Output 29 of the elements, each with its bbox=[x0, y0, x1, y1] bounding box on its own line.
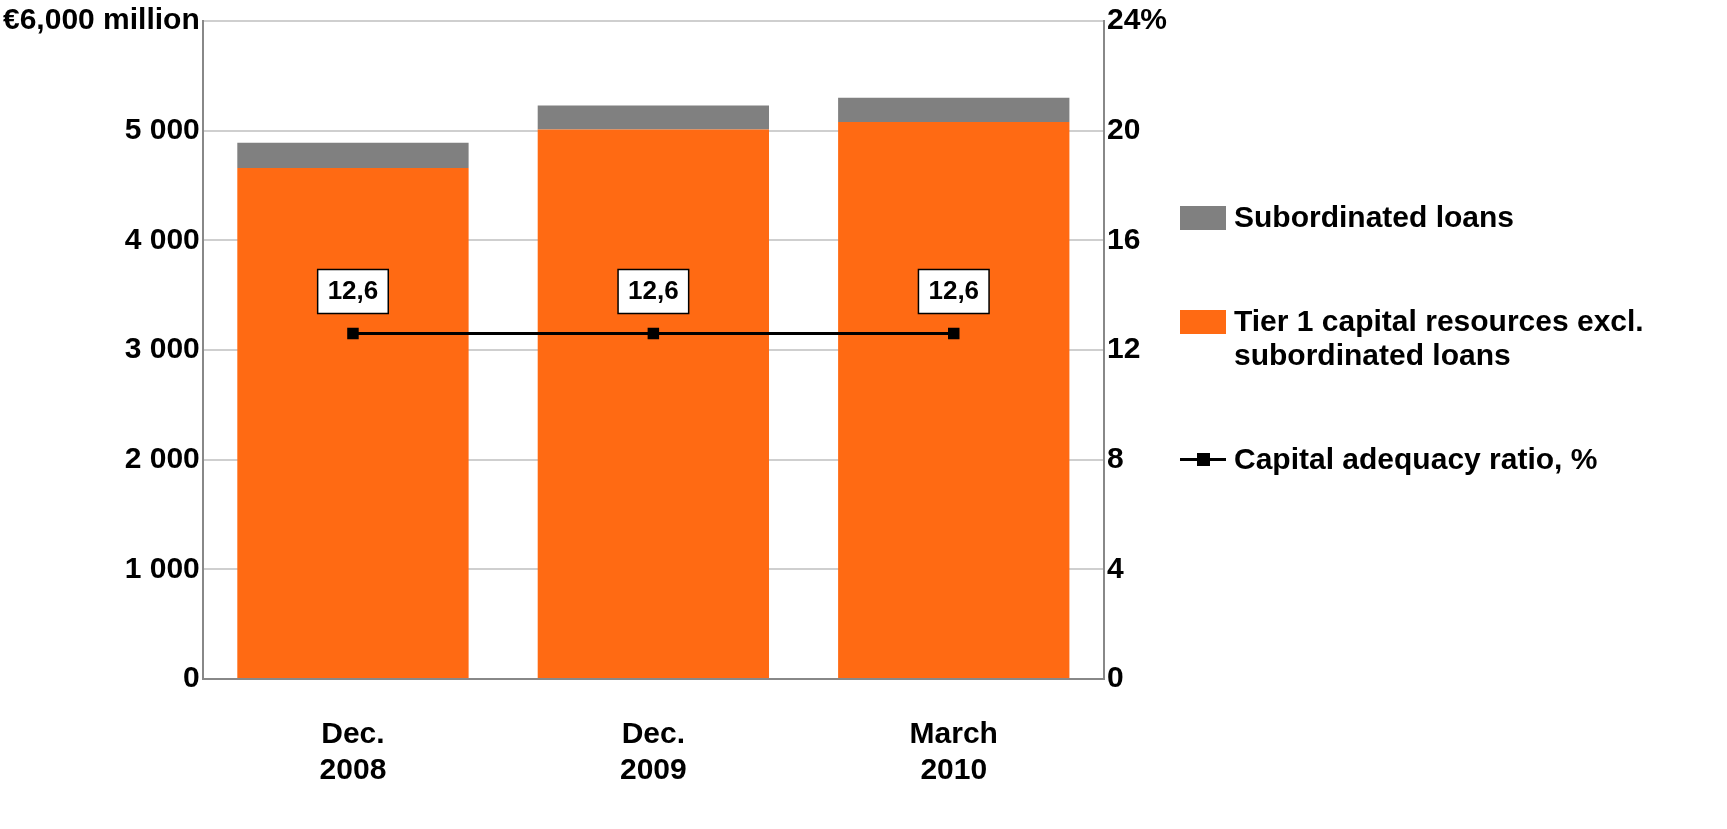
data-label: 12,6 bbox=[628, 274, 679, 305]
legend-label: Tier 1 capital resources excl. subordinated loans bbox=[1234, 304, 1645, 372]
data-label: 12,6 bbox=[327, 274, 379, 305]
x-tick-label: Dec. 2008 bbox=[319, 716, 387, 786]
y-tick-label: €6,000 million bbox=[2, 2, 200, 36]
y-tick-label: 4 000 bbox=[124, 221, 200, 255]
bar bbox=[537, 129, 770, 678]
y2-tick-label: 16 bbox=[1106, 221, 1141, 255]
x-tick-label: March 2010 bbox=[909, 716, 998, 786]
y-tick-label: 3 000 bbox=[124, 331, 200, 365]
y-tick-label: 2 000 bbox=[124, 440, 200, 474]
y2-tick-label: 24% bbox=[1106, 2, 1167, 36]
y2-tick-label: 4 bbox=[1106, 550, 1124, 584]
y-tick-label: 0 bbox=[183, 660, 200, 694]
x-tick-label: Dec. 2009 bbox=[619, 716, 687, 786]
bar bbox=[838, 121, 1070, 678]
y-tick-label: 1 000 bbox=[124, 550, 200, 584]
bar bbox=[237, 142, 469, 168]
y2-tick-label: 12 bbox=[1106, 331, 1141, 365]
bar bbox=[237, 167, 469, 678]
y2-tick-label: 8 bbox=[1106, 440, 1124, 474]
y2-tick-label: 0 bbox=[1106, 660, 1124, 694]
bar bbox=[537, 105, 770, 130]
y-tick-label: 5 000 bbox=[124, 111, 200, 145]
legend-label: Capital adequacy ratio, % bbox=[1234, 442, 1598, 476]
y2-tick-label: 20 bbox=[1106, 111, 1141, 145]
legend-label: Subordinated loans bbox=[1234, 200, 1515, 234]
bar bbox=[838, 97, 1070, 122]
data-label: 12,6 bbox=[928, 274, 980, 305]
